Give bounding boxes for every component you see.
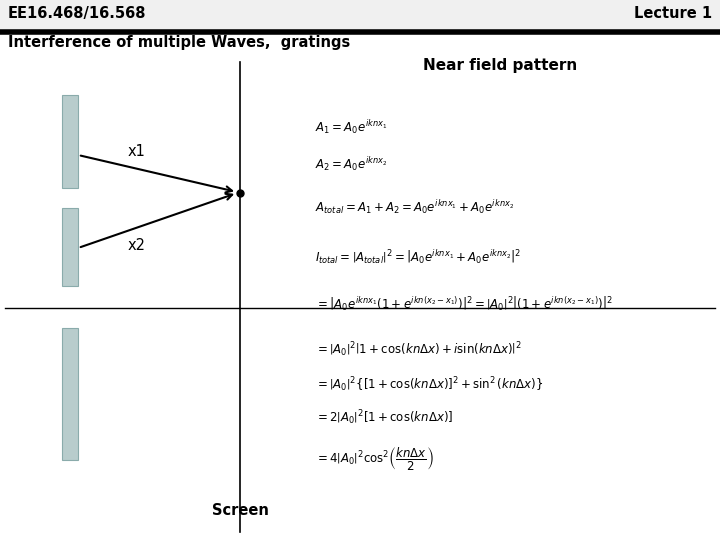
Text: $= \left|A_0\right|^2\left|1+\cos(kn\Delta x)+i\sin(kn\Delta x)\right|^2$: $= \left|A_0\right|^2\left|1+\cos(kn\Del… (315, 340, 522, 359)
Text: $= \left|A_0\right|^2\left\{[1+\cos(kn\Delta x)]^2+\sin^2(kn\Delta x)\right\}$: $= \left|A_0\right|^2\left\{[1+\cos(kn\D… (315, 375, 544, 394)
Text: Interference of multiple Waves,  gratings: Interference of multiple Waves, gratings (8, 35, 350, 50)
Text: $= \left|A_0e^{iknx_1}(1 + e^{ikn(x_2-x_1)})\right|^2 = \left|A_0\right|^2\left|: $= \left|A_0e^{iknx_1}(1 + e^{ikn(x_2-x_… (315, 295, 613, 313)
Text: x2: x2 (128, 238, 146, 253)
Text: EE16.468/16.568: EE16.468/16.568 (8, 6, 146, 21)
Text: $A_2 = A_0e^{iknx_2}$: $A_2 = A_0e^{iknx_2}$ (315, 155, 387, 173)
Bar (62, 208, 78, 286)
Text: $= 4\left|A_0\right|^2\cos^2\!\left(\dfrac{kn\Delta x}{2}\right)$: $= 4\left|A_0\right|^2\cos^2\!\left(\dfr… (315, 445, 433, 472)
Text: $A_{total} = A_1 + A_2 = A_0e^{iknx_1} + A_0e^{iknx_2}$: $A_{total} = A_1 + A_2 = A_0e^{iknx_1} +… (315, 198, 514, 216)
Text: Lecture 1: Lecture 1 (634, 6, 712, 21)
Text: Screen: Screen (212, 503, 269, 518)
Text: Near field pattern: Near field pattern (423, 58, 577, 73)
Bar (62, 95, 78, 188)
Text: $= 2\left|A_0\right|^2[1+\cos(kn\Delta x)]$: $= 2\left|A_0\right|^2[1+\cos(kn\Delta x… (315, 408, 454, 427)
Text: $I_{total} = \left|A_{total}\right|^2 = \left|A_0e^{iknx_1} + A_0e^{iknx_2}\righ: $I_{total} = \left|A_{total}\right|^2 = … (315, 248, 521, 266)
Bar (0, 0, 720, 32)
Bar (62, 328, 78, 460)
Text: $A_1 = A_0e^{iknx_1}$: $A_1 = A_0e^{iknx_1}$ (315, 118, 387, 136)
Text: x1: x1 (128, 145, 146, 159)
